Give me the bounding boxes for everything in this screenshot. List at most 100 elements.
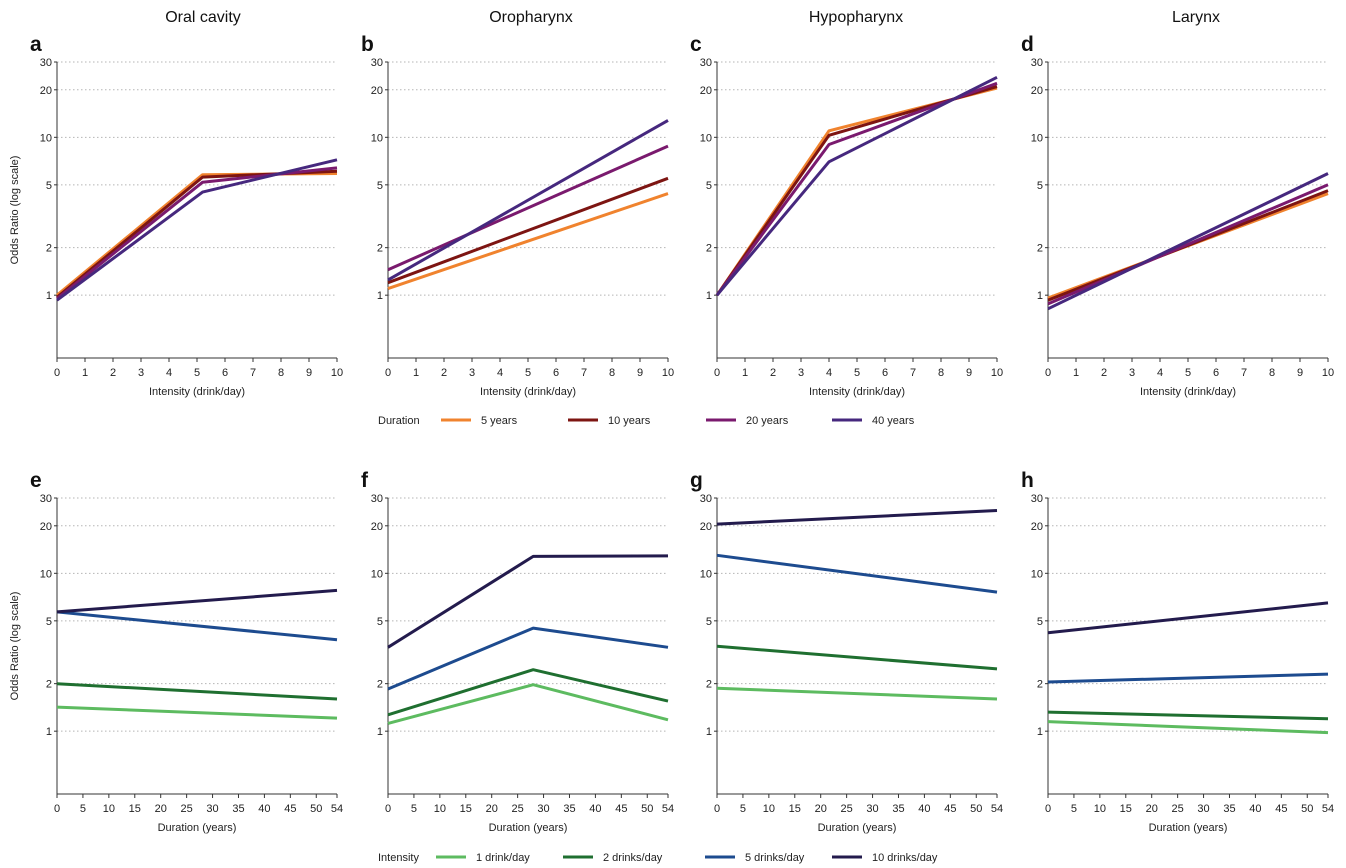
x-tick-label: 50	[310, 803, 322, 815]
panel-letter-a: a	[30, 33, 42, 56]
y-tick-label: 5	[1037, 180, 1043, 192]
column-title-larynx: Larynx	[1172, 9, 1220, 26]
x-axis-label: Intensity (drink/day)	[809, 386, 905, 398]
series-line-10-years	[387, 176, 669, 285]
x-tick-label: 20	[155, 803, 167, 815]
series-line-20-years	[1047, 183, 1329, 306]
x-tick-label: 5	[1071, 803, 1077, 815]
x-tick-label: 5	[80, 803, 86, 815]
series-line-10-drinks-day	[716, 509, 998, 526]
x-axis-label: Intensity (drink/day)	[1140, 386, 1236, 398]
y-tick-label: 5	[46, 616, 52, 628]
x-tick-label: 9	[966, 367, 972, 379]
series-line-40-years	[715, 75, 998, 297]
y-tick-label: 5	[46, 180, 52, 192]
x-tick-label: 50	[970, 803, 982, 815]
x-tick-label: 0	[385, 803, 391, 815]
y-tick-label: 10	[371, 568, 383, 580]
series-line-40-years	[387, 119, 669, 282]
x-tick-label: 54	[991, 803, 1003, 815]
x-tick-label: 54	[1322, 803, 1334, 815]
x-tick-label: 3	[138, 367, 144, 379]
x-tick-label: 7	[581, 367, 587, 379]
x-tick-label: 25	[181, 803, 193, 815]
x-tick-label: 0	[54, 803, 60, 815]
y-tick-label: 2	[377, 679, 383, 691]
y-tick-label: 20	[700, 85, 712, 97]
x-axis-label: Duration (years)	[489, 822, 568, 834]
y-tick-label: 2	[46, 243, 52, 255]
x-tick-label: 10	[662, 367, 674, 379]
x-tick-label: 6	[553, 367, 559, 379]
y-tick-label: 30	[700, 57, 712, 69]
x-tick-label: 5	[525, 367, 531, 379]
x-tick-label: 40	[589, 803, 601, 815]
x-tick-label: 5	[194, 367, 200, 379]
y-tick-label: 1	[46, 726, 52, 738]
series-line-2-drinks-day	[1047, 710, 1329, 721]
y-tick-label: 1	[1037, 726, 1043, 738]
x-tick-label: 20	[815, 803, 827, 815]
panel-letter-g: g	[690, 469, 703, 492]
x-axis-label: Duration (years)	[158, 822, 237, 834]
x-tick-label: 45	[944, 803, 956, 815]
x-tick-label: 15	[460, 803, 472, 815]
x-tick-label: 15	[789, 803, 801, 815]
y-tick-label: 10	[371, 132, 383, 144]
y-tick-label: 30	[700, 493, 712, 505]
column-title-hypopharynx: Hypopharynx	[809, 9, 903, 26]
panel-d: d 1 2 5 10 20 30 0 1 2 3 4 5 6 7 8 9 10 Intensity (drink/d…	[1021, 33, 1334, 398]
legend-duration: Duration 5 years 10 years 20 years 40 years	[378, 415, 915, 427]
x-tick-label: 40	[1249, 803, 1261, 815]
x-tick-label: 25	[841, 803, 853, 815]
x-tick-label: 0	[1045, 803, 1051, 815]
x-tick-label: 4	[826, 367, 832, 379]
series-line-1-drink-day	[387, 683, 669, 725]
x-tick-label: 3	[798, 367, 804, 379]
series-line-5-drinks-day	[387, 626, 669, 691]
y-tick-label: 10	[1031, 132, 1043, 144]
y-tick-label: 30	[1031, 493, 1043, 505]
y-tick-label: 5	[1037, 616, 1043, 628]
series-line-20-years	[387, 144, 669, 272]
panel-letter-b: b	[361, 33, 374, 56]
panel-b: b 1 2 5 10 20 30 0 1 2 3 4 5 6 7 8 9 10 Intensity (drink/d…	[361, 33, 674, 398]
x-axis-label: Duration (years)	[818, 822, 897, 834]
x-tick-label: 10	[763, 803, 775, 815]
series-line-5-drinks-day	[716, 553, 998, 594]
panel-letter-f: f	[361, 469, 369, 492]
series-line-1-drink-day	[716, 686, 998, 701]
x-tick-label: 10	[1094, 803, 1106, 815]
y-tick-label: 10	[700, 132, 712, 144]
x-tick-label: 1	[413, 367, 419, 379]
panel-c: c 1 2 5 10 20 30 0 1 2 3 4 5 6 7 8 9 10 Intensity (drink/d…	[690, 33, 1003, 398]
series-line-5-drinks-day	[1047, 672, 1329, 684]
x-tick-label: 35	[892, 803, 904, 815]
x-tick-label: 6	[1213, 367, 1219, 379]
y-tick-label: 2	[1037, 679, 1043, 691]
x-tick-label: 0	[714, 803, 720, 815]
y-tick-label: 1	[706, 290, 712, 302]
x-tick-label: 30	[206, 803, 218, 815]
y-tick-label: 5	[706, 180, 712, 192]
x-tick-label: 7	[910, 367, 916, 379]
y-tick-label: 1	[377, 726, 383, 738]
y-tick-label: 5	[377, 616, 383, 628]
y-tick-label: 1	[1037, 290, 1043, 302]
y-tick-label: 20	[40, 521, 52, 533]
x-axis-label: Duration (years)	[1149, 822, 1228, 834]
legend-label-1-drink-day: 1 drink/day	[476, 852, 530, 864]
legend-label-2-drinks-day: 2 drinks/day	[603, 852, 663, 864]
y-tick-label: 30	[40, 57, 52, 69]
y-tick-label: 30	[371, 57, 383, 69]
y-tick-label: 20	[40, 85, 52, 97]
legend-label-20-years: 20 years	[746, 415, 789, 427]
x-tick-label: 0	[714, 367, 720, 379]
y-tick-label: 2	[706, 679, 712, 691]
y-tick-label: 30	[371, 493, 383, 505]
series-line-1-drink-day	[56, 705, 338, 720]
legend-label-10-years: 10 years	[608, 415, 651, 427]
panel-letter-d: d	[1021, 33, 1034, 56]
